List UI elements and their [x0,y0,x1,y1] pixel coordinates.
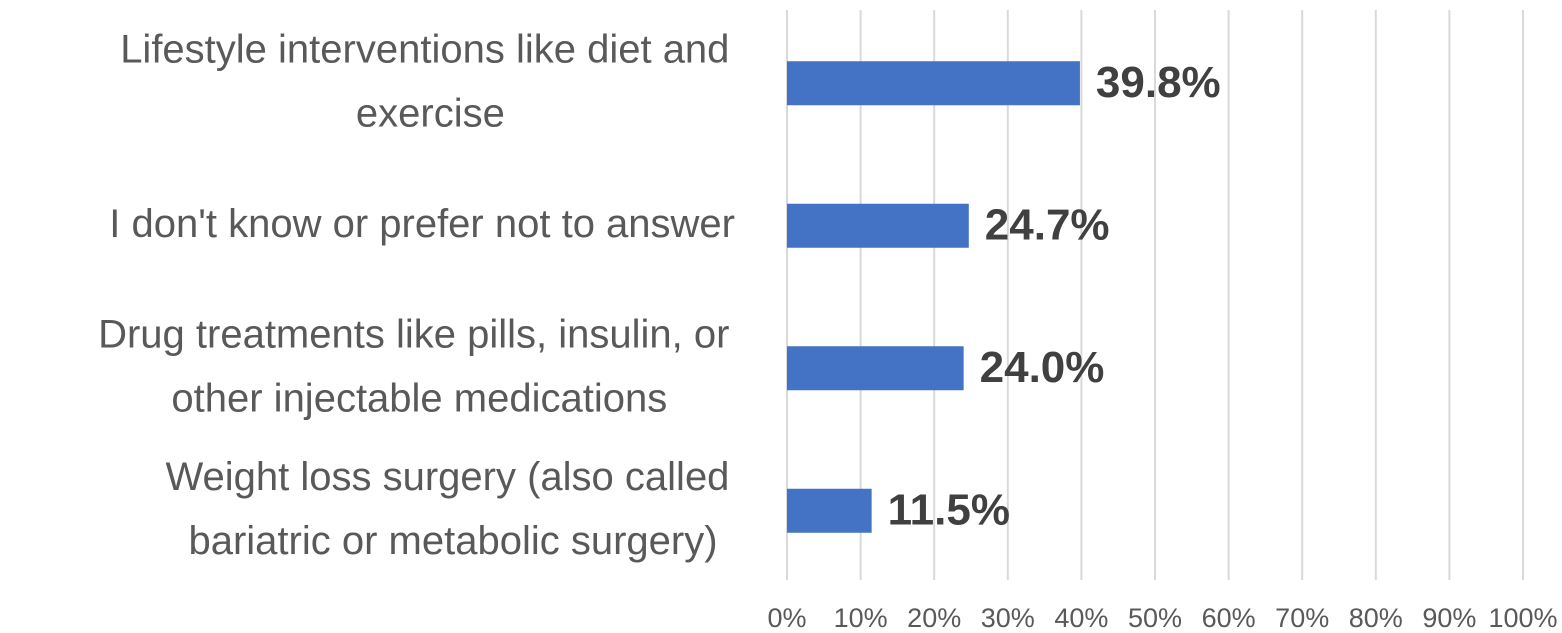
category-line: exercise [356,91,505,135]
bar [787,61,1080,106]
value-label: 24.7% [985,200,1110,249]
x-tick-label: 30% [981,603,1035,633]
x-tick-label: 80% [1349,603,1403,633]
x-tick-label: 10% [834,603,888,633]
x-tick-label: 60% [1202,603,1256,633]
category-label: I don't know or prefer not to answer [109,201,735,245]
x-tick-label: 40% [1054,603,1108,633]
category-line: Weight loss surgery (also called [165,454,740,498]
value-label: 39.8% [1096,58,1221,107]
x-tick-label: 20% [907,603,961,633]
category-line: Drug treatments like pills, insulin, or [98,312,740,356]
bar [787,203,969,248]
x-tick-label: 90% [1422,603,1476,633]
x-tick-label: 0% [767,603,806,633]
category-line: Lifestyle interventions like diet and [120,27,740,71]
bar [787,488,872,533]
x-tick-label: 70% [1275,603,1329,633]
category-line: other injectable medications [171,376,667,420]
bar [787,346,964,391]
value-label: 11.5% [888,485,1010,534]
category-line: I don't know or prefer not to answer [109,201,735,245]
x-tick-label: 50% [1128,603,1182,633]
x-tick-label: 100% [1488,603,1557,633]
category-line: bariatric or metabolic surgery) [188,518,717,562]
category-label: Weight loss surgery (also called bariatr… [165,454,740,562]
value-label: 24.0% [980,343,1105,392]
category-label: Drug treatments like pills, insulin, or … [98,312,740,420]
category-label: Lifestyle interventions like diet and ex… [120,27,740,135]
